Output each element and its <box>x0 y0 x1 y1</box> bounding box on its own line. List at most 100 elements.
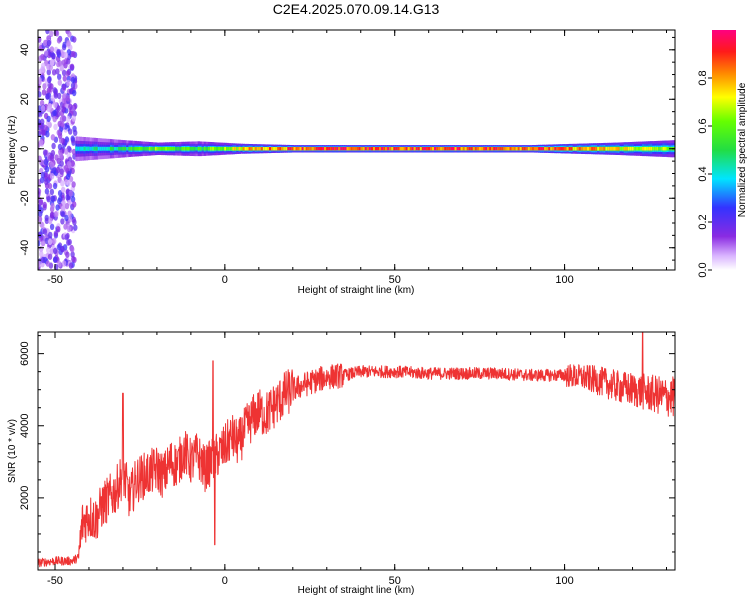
spectrum-cell <box>185 147 188 151</box>
spectrum-cell <box>646 147 649 151</box>
noise-speckle <box>38 199 43 206</box>
spectrum-cell <box>548 147 551 151</box>
noise-speckle <box>61 106 66 113</box>
spectrum-cell <box>464 147 468 151</box>
noise-speckle <box>58 152 63 159</box>
noise-speckle <box>48 217 53 225</box>
spectrum-cell <box>81 147 84 151</box>
spectrum-cell <box>267 147 270 151</box>
noise-speckle <box>61 59 66 66</box>
noise-speckle <box>68 262 74 269</box>
colorbar-tick-label: 0.0 <box>697 262 709 277</box>
spectrum-cell <box>291 147 294 151</box>
spectrum-cell <box>644 147 647 151</box>
spectrum-cell <box>275 147 278 151</box>
noise-speckle <box>43 158 48 166</box>
spectrum-cell <box>625 147 629 151</box>
noise-speckle <box>53 247 58 255</box>
spectrum-cell <box>413 147 417 151</box>
spectrum-cell <box>344 147 347 151</box>
spectrum-cell <box>285 147 288 151</box>
spectrum-cell <box>352 147 356 151</box>
noise-speckle <box>40 105 46 112</box>
spectrum-cell <box>483 147 486 151</box>
spectrum-cell <box>354 147 358 151</box>
spectrogram-cells <box>38 30 675 270</box>
x-tick-label: 50 <box>389 274 401 286</box>
noise-speckle <box>58 195 63 202</box>
noise-speckle <box>38 105 42 112</box>
spectrum-cell <box>246 147 250 151</box>
spectrum-cell <box>613 147 616 151</box>
spectrum-cell <box>122 147 125 151</box>
spectrum-cell <box>248 147 252 151</box>
noise-speckle <box>56 226 61 233</box>
noise-speckle <box>54 154 59 161</box>
spectrum-cell <box>472 147 476 151</box>
noise-speckle <box>39 159 44 166</box>
spectrum-cell <box>197 147 201 151</box>
noise-speckle <box>38 231 43 238</box>
noise-speckle <box>38 76 42 84</box>
spectrum-cell <box>640 147 643 151</box>
spectrum-cell <box>179 147 182 151</box>
noise-speckle <box>52 87 57 94</box>
spectrum-cell <box>470 147 474 151</box>
spectrum-cell <box>399 147 402 151</box>
noise-speckle <box>65 115 71 123</box>
spectrum-cell <box>301 147 305 151</box>
spectrum-cell <box>499 147 502 151</box>
spectrum-cell <box>560 147 563 151</box>
spectrum-cell <box>446 147 449 151</box>
noise-speckle <box>52 182 58 190</box>
spectrum-cell <box>338 147 341 151</box>
spectrum-cell <box>532 147 535 151</box>
spectrum-cell <box>554 147 557 151</box>
noise-speckle <box>40 221 45 229</box>
spectrum-cell <box>163 147 166 151</box>
spectrum-cell <box>350 147 354 151</box>
spectrum-cell <box>607 147 610 151</box>
noise-speckle <box>70 160 75 167</box>
spectrum-cell <box>550 147 553 151</box>
colorbar-ticks: 0.0 0.2 0.4 0.6 0.8 <box>697 70 712 278</box>
spectrum-cell <box>485 147 488 151</box>
noise-speckle <box>72 36 77 43</box>
spectrum-cell <box>638 147 641 151</box>
spectrum-cell <box>110 147 113 151</box>
spectrum-cell <box>601 147 604 151</box>
spectrum-cell <box>648 147 651 151</box>
spectrum-cell <box>428 147 431 151</box>
noise-speckle <box>48 231 53 239</box>
spectrum-cell <box>289 147 292 151</box>
noise-speckle <box>52 109 57 117</box>
spectrum-cell <box>456 147 460 151</box>
noise-speckle <box>64 214 69 222</box>
spectrum-cell <box>138 147 142 151</box>
spectrum-cell <box>313 147 317 151</box>
noise-speckle <box>42 228 48 235</box>
spectrum-cell <box>562 147 565 151</box>
spectrum-cell <box>279 147 282 151</box>
spectrum-cell <box>201 147 205 151</box>
spectrum-cell <box>627 147 631 151</box>
spectrum-cell <box>383 147 386 151</box>
noise-speckle <box>63 164 69 171</box>
spectrum-cell <box>658 147 661 151</box>
spectrum-cell <box>454 147 457 151</box>
noise-speckle <box>59 160 64 167</box>
spectrum-cell <box>452 147 455 151</box>
colorbar: 0.0 0.2 0.4 0.6 0.8 Normalized spectral ampl… <box>697 30 748 278</box>
spectrum-cell <box>523 147 527 151</box>
noise-speckle <box>65 173 71 180</box>
spectrum-cell <box>252 147 256 151</box>
spectrum-cell <box>124 147 127 151</box>
noise-speckle <box>59 116 65 123</box>
spectrum-cell <box>181 147 184 151</box>
spectrum-cell <box>283 147 286 151</box>
spectrum-cell <box>458 147 462 151</box>
snr-ylabel: SNR (10 * v/v) <box>7 419 18 483</box>
noise-speckle <box>55 111 61 118</box>
spectrum-cell <box>287 147 290 151</box>
